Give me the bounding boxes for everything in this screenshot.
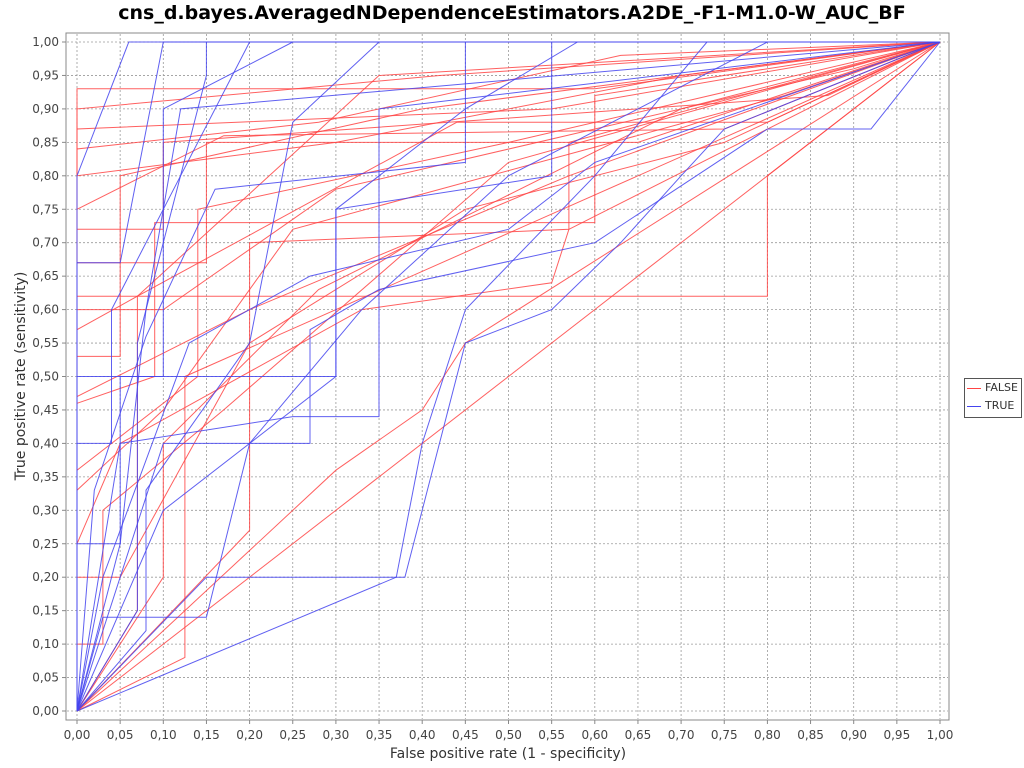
y-tick-label: 1,00 [32,35,59,49]
y-tick-label: 0,55 [32,336,59,350]
y-axis-label: True positive rate (sensitivity) [13,272,29,482]
x-tick-label: 0,55 [538,728,565,742]
y-tick-label: 0,95 [32,68,59,82]
y-tick-label: 0,15 [32,604,59,618]
roc-curve-true [76,41,940,712]
y-tick-label: 0,00 [32,704,59,718]
y-tick-label: 0,45 [32,403,59,417]
y-tick-label: 0,70 [32,236,59,250]
y-tick-label: 0,50 [32,370,59,384]
roc-curve-true [76,41,940,712]
legend-item-true: TRUE [965,397,1021,415]
y-tick-label: 0,60 [32,303,59,317]
roc-curve-true [76,41,941,712]
x-tick-label: 0,35 [366,728,393,742]
y-tick-label: 0,05 [32,671,59,685]
y-tick-label: 0,65 [32,269,59,283]
roc-curve-true [76,41,941,712]
x-axis: 0,00 0,05 0,10 0,15 0,20 0,25 0,30 0,35 0,40 0,45… [64,720,954,742]
legend-label-false: FALSE [985,381,1018,394]
y-tick-label: 0,25 [32,537,59,551]
series-false [76,41,941,712]
roc-curves [76,41,941,712]
y-tick-label: 0,40 [32,436,59,450]
legend-swatch-true [967,405,981,407]
y-tick-label: 0,85 [32,135,59,149]
y-tick-label: 0,30 [32,503,59,517]
x-tick-label: 0,90 [840,728,867,742]
x-tick-label: 0,20 [236,728,263,742]
roc-curve-false [76,41,941,712]
x-tick-label: 0,25 [279,728,306,742]
x-tick-label: 0,80 [754,728,781,742]
roc-curve-true [76,41,940,711]
legend-item-false: FALSE [965,379,1021,397]
x-tick-label: 1,00 [927,728,954,742]
x-tick-label: 0,85 [797,728,824,742]
legend-label-true: TRUE [985,399,1015,412]
x-tick-label: 0,05 [107,728,134,742]
x-tick-label: 0,30 [323,728,350,742]
legend: FALSE TRUE [964,378,1022,418]
x-tick-label: 0,10 [150,728,177,742]
x-tick-label: 0,15 [193,728,220,742]
chart-title: cns_d.bayes.AveragedNDependenceEstimator… [118,2,906,24]
y-tick-label: 0,10 [32,637,59,651]
x-tick-label: 0,95 [883,728,910,742]
x-tick-label: 0,00 [64,728,91,742]
x-tick-label: 0,70 [668,728,695,742]
series-true [76,41,941,712]
y-tick-label: 0,75 [32,202,59,216]
x-tick-label: 0,65 [625,728,652,742]
roc-curve-false [76,41,941,712]
x-tick-label: 0,75 [711,728,738,742]
y-tick-label: 0,35 [32,470,59,484]
x-tick-label: 0,50 [495,728,522,742]
x-tick-label: 0,60 [581,728,608,742]
x-tick-label: 0,40 [409,728,436,742]
x-axis-label: False positive rate (1 - specificity) [390,746,626,762]
y-tick-label: 0,90 [32,102,59,116]
y-tick-label: 0,20 [32,570,59,584]
y-axis: 0,00 0,05 0,10 0,15 0,20 0,25 0,30 0,35 0,40 0,45… [32,35,66,718]
x-tick-label: 0,45 [452,728,479,742]
roc-curve-true [76,41,941,712]
legend-swatch-false [967,387,981,389]
y-tick-label: 0,80 [32,169,59,183]
